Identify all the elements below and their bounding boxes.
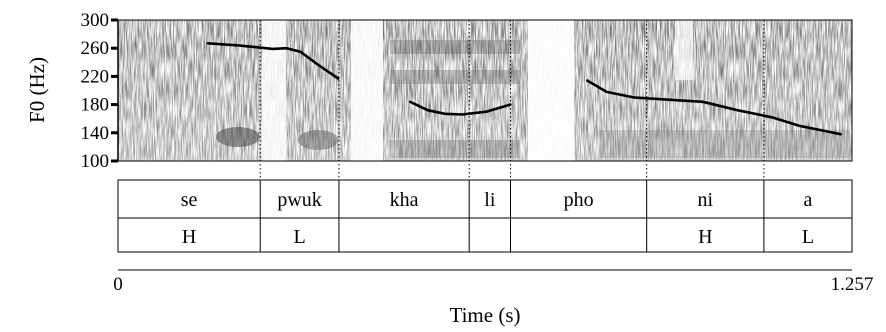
segment-label: pwuk: [277, 189, 321, 211]
segment-label: pho: [564, 189, 594, 211]
tier-boundaries: [259, 180, 765, 252]
f0-contour: [586, 79, 842, 136]
segment-boundaries: [259, 20, 765, 180]
tier-box: [117, 179, 853, 253]
segment-label: a: [804, 189, 813, 211]
x-start-label: 0: [113, 274, 123, 295]
tone-label: H: [182, 226, 196, 248]
tone-label: L: [802, 226, 814, 248]
segment-label: kha: [390, 189, 419, 211]
segment-label: li: [484, 189, 496, 211]
spectrogram-fade: [118, 20, 852, 161]
annotation-tiers: se pwuk kha li pho ni a H L H L: [117, 179, 853, 253]
x-end-label: 1.257: [831, 274, 874, 295]
tone-label: L: [293, 226, 305, 248]
segment-label: se: [181, 189, 198, 211]
y-tick-label: 220: [81, 66, 110, 87]
y-axis-title: F0 (Hz): [25, 57, 49, 123]
x-axis: 0 1.257 Time (s): [113, 269, 874, 327]
tone-label: H: [698, 226, 712, 248]
y-axis: 100 140 180 220 260 300: [81, 10, 119, 172]
segment-label: ni: [698, 189, 714, 211]
y-tick-label: 260: [81, 38, 110, 59]
y-tick-label: 140: [81, 123, 110, 144]
f0-contour: [206, 42, 340, 80]
segment-tier: se pwuk kha li pho ni a: [181, 189, 813, 211]
y-tick-label: 100: [81, 151, 110, 172]
y-tick-label: 300: [81, 10, 110, 31]
spectrogram: [117, 19, 853, 162]
x-axis-title: Time (s): [450, 303, 521, 327]
f0-contour: [408, 100, 512, 116]
f0-contours: [206, 42, 842, 136]
y-tick-label: 180: [81, 95, 110, 116]
